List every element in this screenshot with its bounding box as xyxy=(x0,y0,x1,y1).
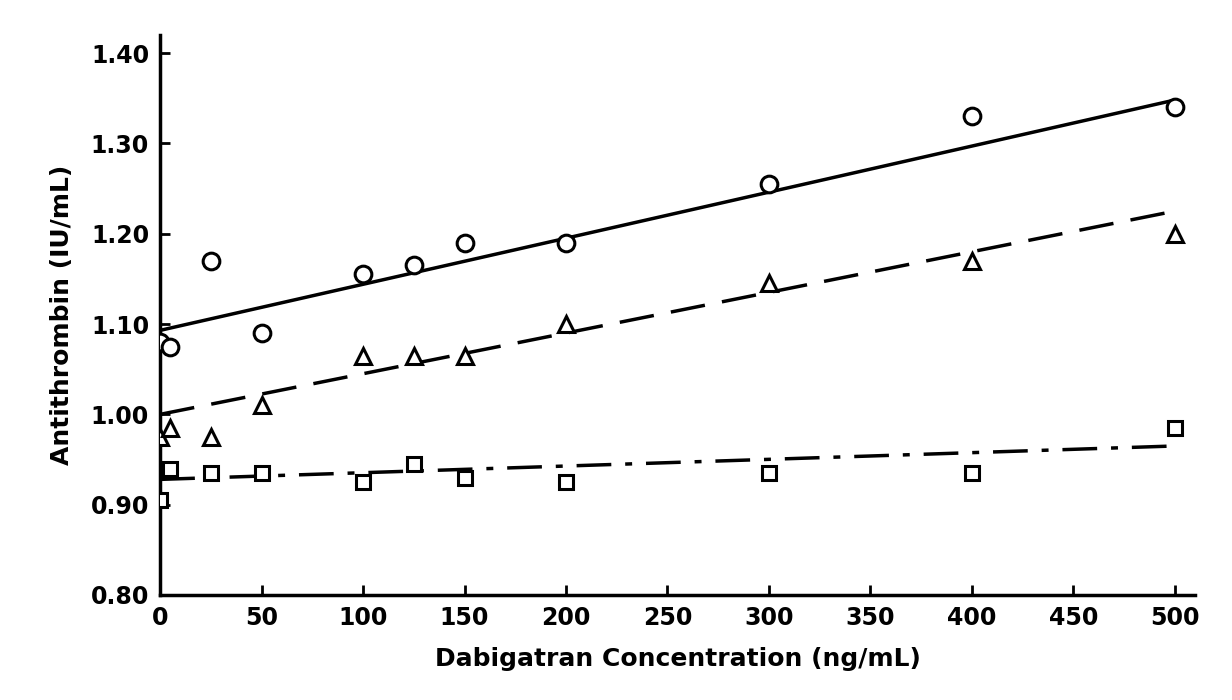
X-axis label: Dabigatran Concentration (ng/mL): Dabigatran Concentration (ng/mL) xyxy=(435,647,920,671)
Y-axis label: Antithrombin (IU/mL): Antithrombin (IU/mL) xyxy=(51,165,74,465)
